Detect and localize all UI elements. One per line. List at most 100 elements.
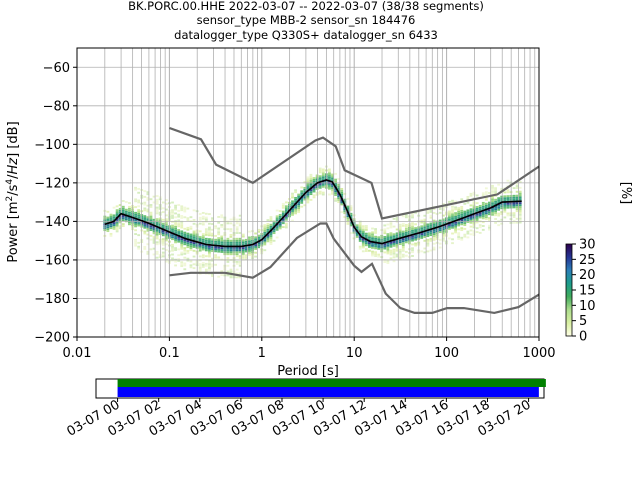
heatmap-cell [128,217,131,220]
heatmap-cell [441,233,445,236]
heatmap-cell [414,211,417,214]
heatmap-cell [469,208,473,211]
heatmap-cell [109,227,113,230]
heatmap-cell [454,225,457,228]
heatmap-cell [189,264,193,267]
heatmap-cell [328,168,331,171]
heatmap-cell [244,250,248,253]
heatmap-cell [281,202,285,205]
heatmap-cell [337,197,341,200]
heatmap-cell [355,226,359,229]
heatmap-cell [414,229,417,232]
heatmap-cell [395,249,399,252]
heatmap-cell [518,196,522,199]
heatmap-cell [229,230,233,233]
heatmap-cell [198,265,202,267]
heatmap-cell [377,253,381,256]
heatmap-cell [491,213,494,216]
y-tick-label: −160 [34,253,70,268]
heatmap-cell [411,235,414,238]
heatmap-cell [423,222,427,225]
heatmap-cell [106,228,110,231]
heatmap-cell [284,205,288,208]
heatmap-cell [451,242,454,245]
heatmap-cell [143,247,147,250]
heatmap-cell [112,227,116,230]
heatmap-cell [426,242,430,245]
heatmap-cell [204,241,208,244]
heatmap-cell [192,255,196,258]
heatmap-cell [198,240,202,242]
heatmap-cell [235,253,239,256]
heatmap-cell [371,254,374,257]
heatmap-cell [337,183,341,186]
heatmap-cell [383,251,387,254]
heatmap-cell [518,219,522,222]
heatmap-cell [149,227,153,230]
heatmap-cell [164,225,168,228]
heatmap-cell [208,247,211,250]
heatmap-cell [294,212,297,215]
heatmap-cell [241,250,245,253]
heatmap-cell [478,231,482,234]
heatmap-cell [174,239,177,242]
heatmap-cell [398,250,402,253]
heatmap-cell [134,206,137,209]
heatmap-cell [438,211,442,214]
heatmap-cell [226,251,230,254]
heatmap-cell [500,197,504,200]
heatmap-cell [177,236,181,239]
heatmap-cell [149,229,153,231]
heatmap-cell [349,209,353,211]
heatmap-cell [192,242,196,245]
heatmap-cell [334,197,337,200]
heatmap-cell [377,255,381,258]
heatmap-cell [192,245,196,248]
heatmap-cell [515,208,519,211]
heatmap-cell [137,191,141,194]
heatmap-cell [137,213,141,215]
heatmap-cell [334,172,337,175]
heatmap-cell [389,232,393,235]
heatmap-cell [189,241,193,244]
heatmap-cell [454,223,457,226]
heatmap-cell [226,249,230,252]
colorbar-label: [%] [618,182,633,205]
heatmap-cell [423,239,427,242]
heatmap-cell [318,184,322,187]
heatmap-cell [331,179,334,182]
heatmap-cell [134,188,137,191]
heatmap-cell [518,181,522,183]
heatmap-cell [186,242,190,245]
heatmap-cell [377,240,381,243]
heatmap-cell [469,229,473,232]
heatmap-cell [503,206,507,209]
heatmap-cell [423,232,427,235]
heatmap-cell [364,244,368,247]
heatmap-cell [361,225,365,228]
heatmap-cell [484,214,488,217]
heatmap-cell [408,236,411,239]
heatmap-cell [272,230,276,233]
heatmap-cell [201,217,205,220]
heatmap-cell [275,236,279,239]
heatmap-cell [171,253,174,256]
heatmap-cell [211,273,214,276]
heatmap-cell [183,243,187,246]
heatmap-cell [389,243,393,246]
heatmap-cell [186,246,190,249]
heatmap-cell [291,210,294,212]
heatmap-cell [244,254,248,257]
heatmap-cell [291,194,294,197]
heatmap-cell [337,187,341,190]
heatmap-cell [497,197,501,200]
heatmap-cell [451,224,454,227]
heatmap-cell [484,212,488,215]
heatmap-cell [121,219,125,222]
heatmap-cell [180,265,184,268]
heatmap-cell [152,228,156,231]
heatmap-cell [226,241,230,244]
heatmap-cell [512,219,516,222]
heatmap-cell [451,209,454,212]
heatmap-cell [226,257,230,260]
